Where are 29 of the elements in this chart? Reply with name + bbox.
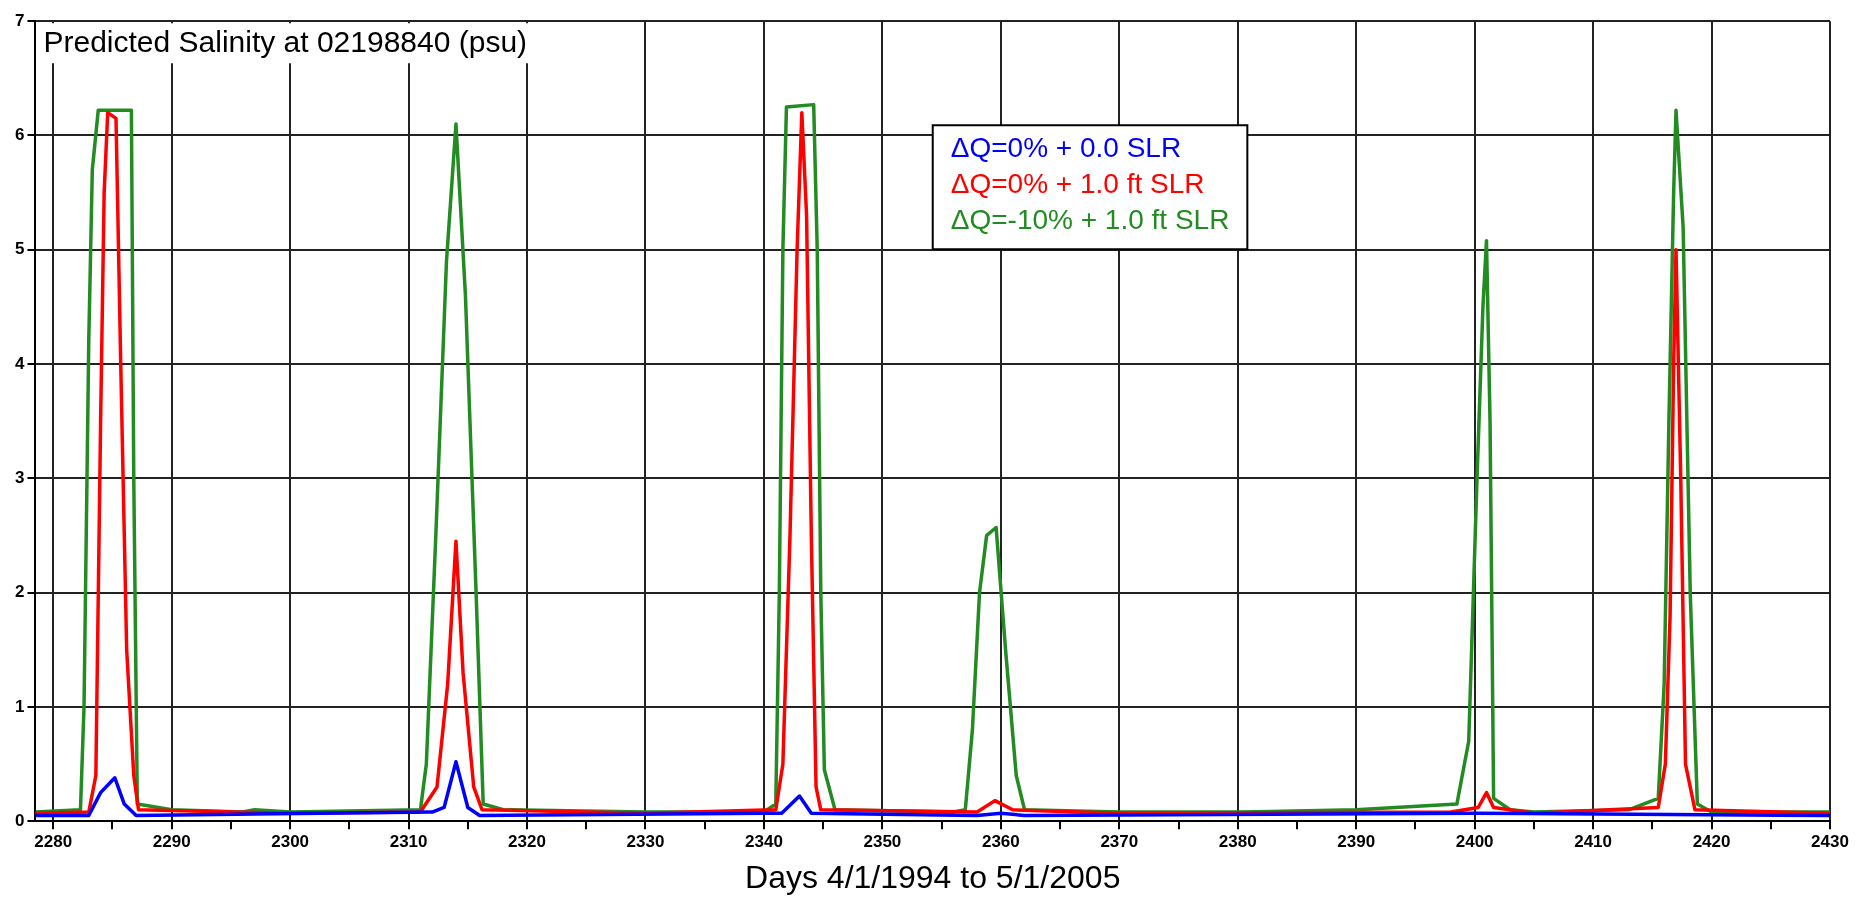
- x-tick-label: 2290: [152, 832, 191, 852]
- x-tick-label: 2310: [389, 832, 428, 852]
- y-tick-label: 2: [14, 582, 25, 602]
- x-axis-title: Days 4/1/1994 to 5/1/2005: [745, 858, 1121, 895]
- x-tick-label: 2320: [508, 832, 546, 852]
- text: ΔQ=0% + 0.0 SLR: [950, 131, 1182, 163]
- x-tick-label: 2350: [863, 832, 902, 852]
- y-tick-label: 1: [14, 696, 25, 716]
- x-tick-label: 2390: [1337, 832, 1376, 852]
- x-tick-label: 2400: [1455, 832, 1494, 852]
- y-tick-label: 4: [14, 353, 25, 373]
- y-tick-label: 3: [14, 468, 25, 488]
- x-tick-label: 2370: [1100, 832, 1139, 852]
- x-tick-label: 2380: [1218, 832, 1257, 852]
- y-tick-label: 7: [14, 10, 25, 30]
- x-tick-label: 2280: [34, 832, 73, 852]
- x-tick-label: 2340: [745, 832, 783, 852]
- x-tick-label: 2360: [981, 832, 1020, 852]
- x-tick-label: 2410: [1574, 832, 1613, 852]
- x-tick-label: 2420: [1692, 832, 1731, 852]
- y-tick-label: 0: [14, 810, 25, 830]
- x-tick-label: 2430: [1811, 832, 1849, 852]
- chart-title: Predicted Salinity at 02198840 (psu): [43, 25, 528, 59]
- y-tick-label: 5: [14, 239, 25, 259]
- x-tick-label: 2300: [271, 832, 310, 852]
- text: ΔQ=-10% + 1.0 ft SLR: [950, 203, 1230, 235]
- text: ΔQ=0% + 1.0 ft SLR: [950, 167, 1205, 199]
- x-tick-label: 2330: [626, 832, 665, 852]
- y-tick-label: 6: [14, 125, 25, 145]
